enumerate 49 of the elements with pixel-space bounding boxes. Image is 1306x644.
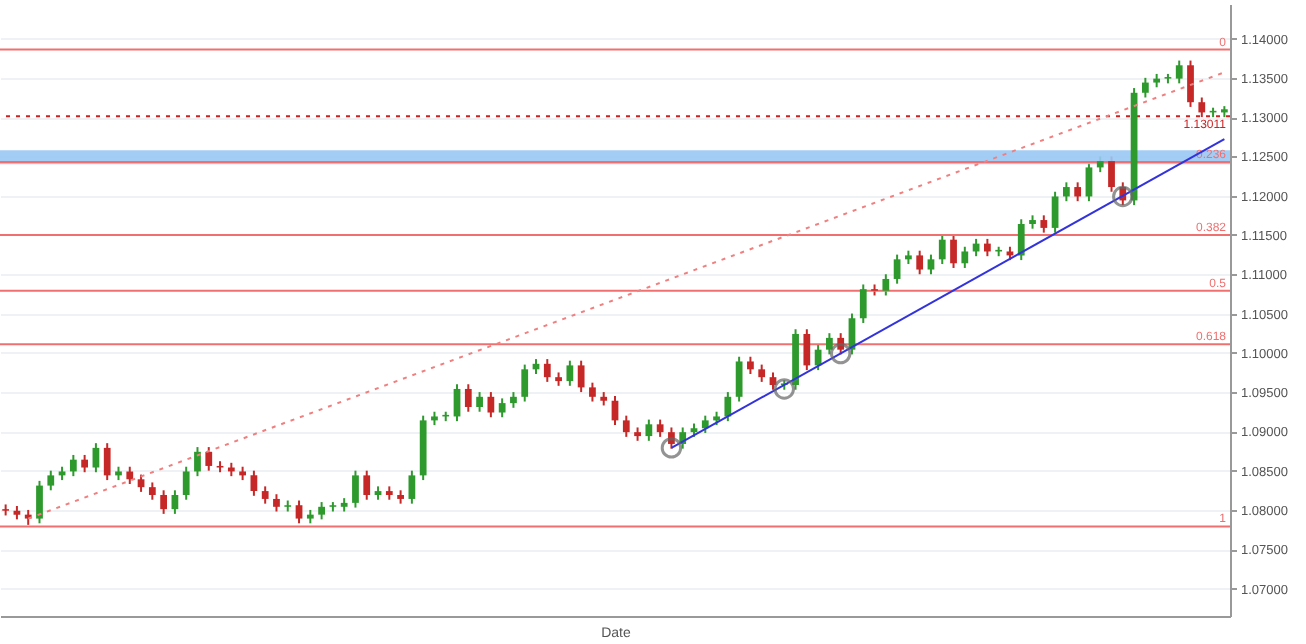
candlestick bbox=[577, 359, 585, 394]
point bbox=[1112, 185, 1134, 208]
candlestick bbox=[1175, 59, 1183, 85]
candlestick bbox=[521, 363, 529, 403]
candlestick bbox=[1051, 190, 1059, 234]
candlestick bbox=[487, 391, 495, 419]
candlestick bbox=[36, 479, 43, 525]
candlestick bbox=[916, 249, 924, 276]
candlestick bbox=[205, 446, 213, 472]
candlestick bbox=[826, 332, 833, 356]
candlestick bbox=[1062, 181, 1070, 203]
candlestick bbox=[194, 446, 201, 478]
candlestick bbox=[352, 469, 359, 509]
candlestick bbox=[1017, 218, 1025, 262]
candlestick bbox=[622, 414, 630, 438]
candlestick bbox=[69, 453, 77, 478]
candlestick bbox=[927, 253, 935, 276]
point bbox=[829, 342, 852, 365]
candlestick bbox=[363, 469, 371, 501]
candlestick bbox=[47, 469, 55, 492]
candlestick bbox=[498, 397, 506, 419]
candlestick bbox=[182, 465, 190, 501]
candlestick bbox=[543, 358, 551, 383]
candlestick bbox=[408, 469, 416, 505]
candlestick bbox=[566, 359, 574, 387]
candlestick bbox=[92, 442, 100, 474]
candlestick bbox=[803, 328, 811, 372]
candlestick bbox=[589, 381, 596, 403]
candlestick bbox=[464, 383, 472, 413]
candlestick bbox=[882, 273, 890, 297]
candlestick bbox=[160, 489, 168, 515]
candlestick bbox=[1141, 76, 1149, 99]
candlestick bbox=[295, 499, 303, 525]
point bbox=[660, 437, 683, 459]
candlestick bbox=[476, 391, 483, 413]
candlestick bbox=[1074, 181, 1082, 203]
candlestick bbox=[1187, 59, 1194, 108]
candlestick bbox=[893, 253, 901, 285]
candlestick bbox=[250, 469, 258, 497]
candlestick bbox=[950, 233, 957, 269]
candlestick bbox=[859, 283, 867, 324]
candlestick bbox=[961, 245, 969, 269]
candlestick bbox=[724, 391, 732, 423]
candlestick bbox=[814, 343, 822, 372]
candlestick bbox=[735, 355, 743, 403]
candlestick bbox=[645, 418, 653, 442]
point bbox=[773, 378, 795, 400]
candlestick bbox=[938, 233, 946, 266]
candlestick bbox=[103, 442, 111, 482]
